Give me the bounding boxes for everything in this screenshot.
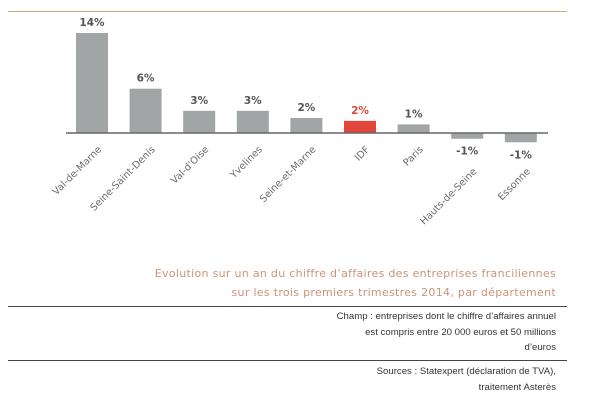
bar-val-de-marne bbox=[76, 33, 108, 133]
caption-line-2: sur les trois premiers trimestres 2014, … bbox=[231, 286, 556, 299]
bar-idf bbox=[344, 120, 376, 133]
data-label-yvelines: 3% bbox=[244, 95, 262, 107]
champ-line-3: d’euros bbox=[524, 342, 556, 353]
data-label-val-de-marne: 14% bbox=[79, 17, 105, 29]
bar-seine-et-marne bbox=[290, 118, 323, 133]
data-labels: 14% 6% 3% 3% 2% 2% 1% -1% -1% bbox=[79, 17, 532, 161]
bar-hauts-de-seine bbox=[451, 133, 484, 139]
bar-yvelines bbox=[236, 110, 269, 133]
data-label-paris: 1% bbox=[405, 108, 423, 120]
bar-seine-saint-denis bbox=[129, 88, 162, 133]
tick-label-paris: Paris bbox=[401, 144, 425, 168]
data-label-essonne: -1% bbox=[510, 149, 533, 161]
bar-chart: 14% 6% 3% 3% 2% 2% 1% -1% -1% Val-de-Marne Seine-… bbox=[51, 17, 548, 227]
chart-caption: Evolution sur un an du chiffre d’affaire… bbox=[155, 264, 556, 302]
tick-label-val-de-marne: Val-de-Marne bbox=[51, 144, 104, 197]
sources-line-2: traitement Asterès bbox=[478, 381, 556, 393]
divider-1 bbox=[8, 306, 567, 307]
bar-val-d-oise bbox=[183, 110, 216, 133]
tick-label-yvelines: Yvelines bbox=[228, 144, 265, 181]
tick-label-seine-et-marne: Seine-et-Marne bbox=[258, 144, 319, 205]
champ-note: Champ : entreprises dont le chiffre d’af… bbox=[337, 309, 556, 356]
data-label-seine-et-marne: 2% bbox=[297, 102, 315, 114]
sources-note: Sources : Statexpert (déclaration de TVA… bbox=[377, 364, 556, 395]
tick-label-idf: IDF bbox=[353, 144, 372, 163]
tick-label-essonne: Essonne bbox=[496, 166, 533, 203]
data-label-idf: 2% bbox=[351, 105, 369, 117]
bars bbox=[76, 33, 537, 143]
tick-label-val-d-oise: Val-d'Oise bbox=[169, 144, 211, 186]
caption-line-1: Evolution sur un an du chiffre d’affaire… bbox=[154, 267, 556, 280]
data-label-hauts-de-seine: -1% bbox=[456, 146, 479, 158]
top-rule bbox=[8, 11, 567, 12]
data-label-val-d-oise: 3% bbox=[190, 95, 208, 107]
bar-essonne bbox=[504, 133, 537, 143]
champ-line-2: est compris entre 20 000 euros et 50 mil… bbox=[365, 326, 556, 338]
data-label-seine-saint-denis: 6% bbox=[137, 73, 155, 85]
bar-paris bbox=[397, 124, 430, 133]
champ-line-1: Champ : entreprises dont le chiffre d’af… bbox=[336, 311, 556, 322]
sources-line-1: Sources : Statexpert (déclaration de TVA… bbox=[376, 366, 556, 377]
divider-2 bbox=[8, 360, 567, 361]
tick-label-hauts-de-seine: Hauts-de-Seine bbox=[418, 166, 479, 227]
